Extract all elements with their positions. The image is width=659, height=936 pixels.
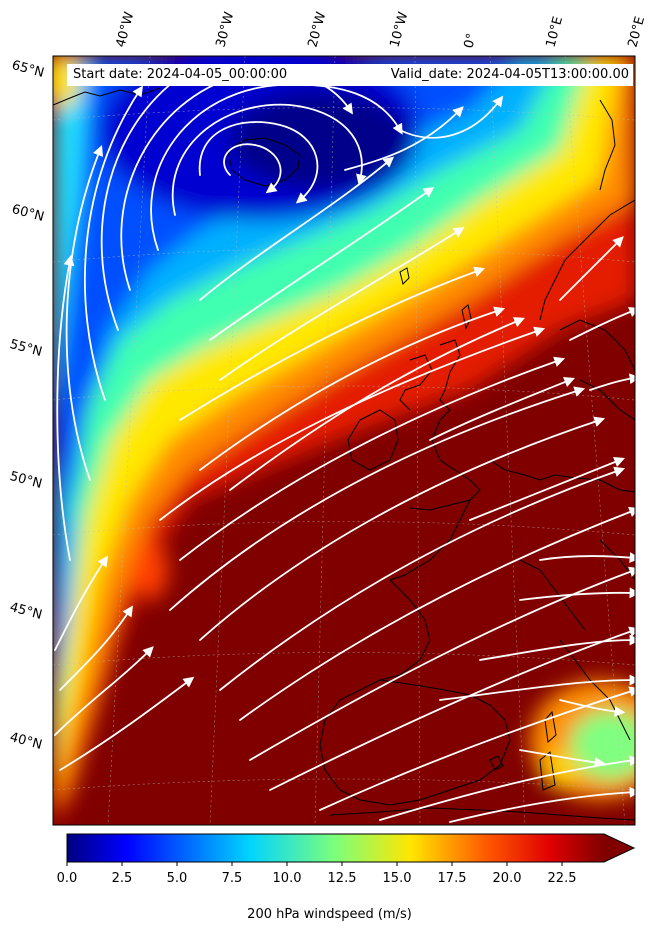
colorbar-tick: 10.0 — [272, 871, 302, 886]
colorbar-tick: 17.5 — [437, 871, 467, 886]
valid-date: Valid_date: 2024-04-05T13:00:00.00 — [390, 67, 629, 82]
wind-field — [53, 56, 635, 825]
colorbar-tick: 22.5 — [547, 871, 577, 886]
colorbar-title: 200 hPa windspeed (m/s) — [247, 907, 412, 922]
colorbar-tick: 15.0 — [382, 871, 412, 886]
colorbar-tick: 2.5 — [111, 871, 133, 886]
colorbar — [66, 833, 636, 866]
colorbar-tick: 5.0 — [166, 871, 188, 886]
map-frame — [52, 55, 636, 826]
colorbar-tick: 7.5 — [221, 871, 243, 886]
colorbar-tick: 0.0 — [56, 871, 78, 886]
date-banner: Start date: 2024-04-05_00:00:00 Valid_da… — [67, 64, 633, 86]
colorbar-tick: 12.5 — [327, 871, 357, 886]
colorbar-tick: 20.0 — [492, 871, 522, 886]
graticule — [53, 56, 635, 825]
streamlines — [54, 67, 635, 823]
start-date: Start date: 2024-04-05_00:00:00 — [73, 67, 288, 82]
